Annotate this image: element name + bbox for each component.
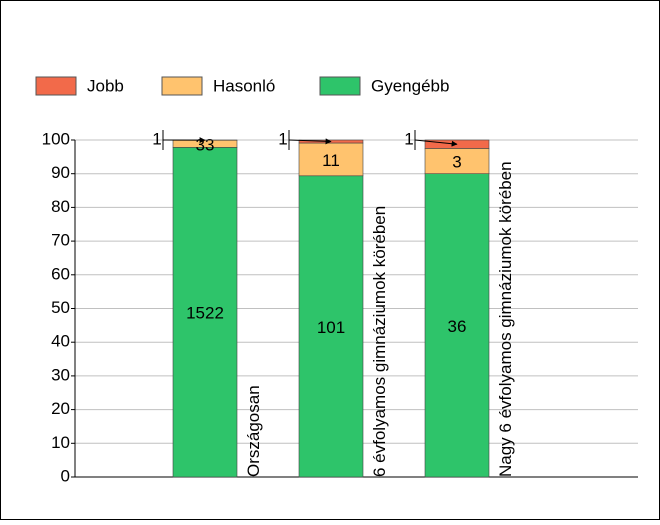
y-tick-label: 60 [51, 264, 70, 283]
legend-label: Gyengébb [371, 76, 449, 95]
x-tick-line: Országosan [244, 385, 263, 477]
count-label: 101 [317, 318, 345, 337]
y-tick-label: 80 [51, 197, 70, 216]
x-tick-label: Országosan [244, 385, 263, 477]
x-tick-line: Nagy 6 évfolyamos gimnáziumok körében [496, 161, 515, 477]
y-tick-label: 20 [51, 399, 70, 418]
count-label: 1 [278, 129, 287, 148]
count-label: 33 [196, 135, 215, 154]
y-tick-label: 100 [42, 129, 70, 148]
y-tick-label: 0 [61, 466, 70, 485]
y-tick-label: 50 [51, 298, 70, 317]
count-label: 1 [152, 129, 161, 148]
legend-swatch [162, 77, 202, 95]
y-tick-label: 90 [51, 163, 70, 182]
legend-label: Hasonló [213, 76, 275, 95]
y-tick-label: 70 [51, 231, 70, 250]
y-tick-label: 10 [51, 433, 70, 452]
legend-label: Jobb [87, 76, 124, 95]
x-tick-label: Nagy 6 évfolyamos gimnáziumok körében [496, 161, 515, 477]
x-tick-line: 6 évfolyamos gimnáziumok körében [370, 206, 389, 477]
count-label: 11 [322, 151, 340, 170]
legend-swatch [36, 77, 76, 95]
y-tick-label: 30 [51, 365, 70, 384]
count-label: 3 [452, 153, 461, 172]
legend-swatch [320, 77, 360, 95]
count-label: 1522 [186, 304, 224, 323]
count-label: 36 [448, 317, 467, 336]
count-label: 1 [404, 129, 413, 148]
y-tick-label: 40 [51, 332, 70, 351]
x-tick-label: 6 évfolyamos gimnáziumok körében [370, 206, 389, 477]
